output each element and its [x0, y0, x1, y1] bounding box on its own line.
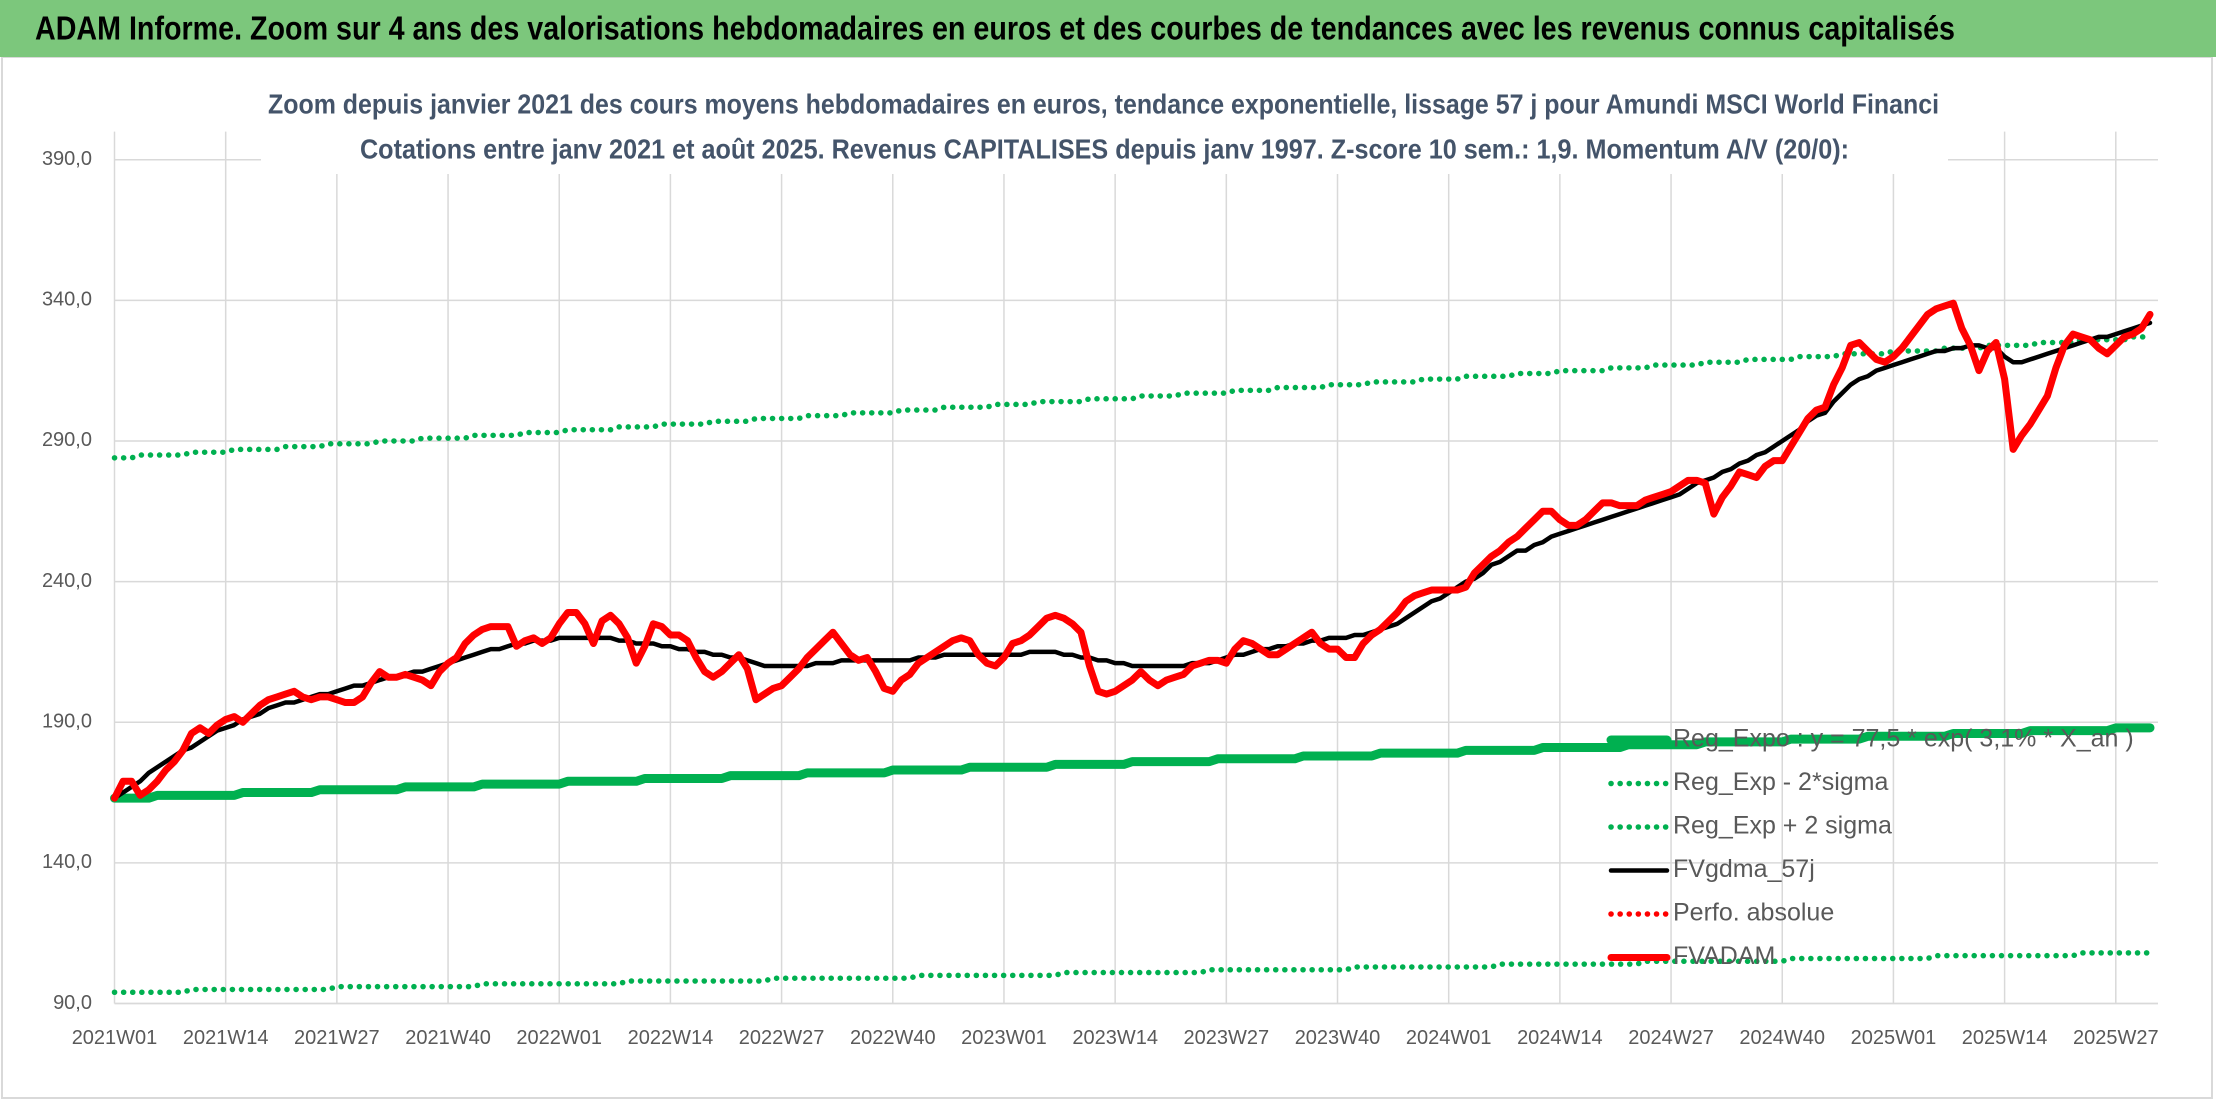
- y-tick-label: 290,0: [42, 429, 92, 451]
- legend-label: Perfo. absolue: [1673, 899, 1834, 927]
- x-tick-label: 2025W14: [1962, 1027, 2048, 1049]
- x-tick-label: 2021W40: [405, 1027, 491, 1049]
- x-tick-label: 2024W27: [1628, 1027, 1714, 1049]
- x-tick-label: 2023W14: [1072, 1027, 1158, 1049]
- plot: [110, 299, 2155, 995]
- x-tick-label: 2021W27: [294, 1027, 380, 1049]
- y-tick-label: 90,0: [53, 992, 92, 1014]
- chart-title: ADAM Informe. Zoom sur 4 ans des valoris…: [35, 10, 1955, 47]
- chart-subtitle: Cotations entre janv 2021 et août 2025. …: [360, 133, 1849, 164]
- x-tick-label: 2022W40: [850, 1027, 936, 1049]
- legend-label: Reg_Exp - 2*sigma: [1673, 768, 1888, 796]
- legend-label: Reg_Expo : y = 77,5 * exp( 3,1% * X_an ): [1673, 725, 2134, 753]
- x-tick-label: 2022W01: [516, 1027, 602, 1049]
- subtitle-box: [261, 84, 1948, 174]
- y-tick-label: 240,0: [42, 570, 92, 592]
- x-tick-label: 2023W27: [1184, 1027, 1270, 1049]
- x-tick-label: 2023W40: [1295, 1027, 1381, 1049]
- grid: 90,0 140,0 190,0 240,0 290,0 340,0 390,0 2021W0…: [42, 131, 2159, 1049]
- legend: Reg_Expo : y = 77,5 * exp( 3,1% * X_an )…: [1606, 725, 2134, 970]
- title-bar: [0, 0, 2216, 57]
- x-tick-label: 2024W40: [1739, 1027, 1825, 1049]
- x-tick-label: 2024W14: [1517, 1027, 1603, 1049]
- series-line: [111, 950, 2153, 995]
- x-tick-label: 2023W01: [961, 1027, 1047, 1049]
- series-line: [111, 299, 2154, 802]
- x-tick-label: 2022W27: [739, 1027, 825, 1049]
- legend-label: FVADAM: [1673, 942, 1775, 970]
- y-tick-label: 190,0: [42, 711, 92, 733]
- series-line: [111, 334, 2153, 461]
- x-tick-label: 2021W14: [183, 1027, 269, 1049]
- x-tick-label: 2024W01: [1406, 1027, 1492, 1049]
- legend-label: FVgdma_57j: [1673, 855, 1815, 883]
- chart-subtitle: Zoom depuis janvier 2021 des cours moyen…: [268, 88, 1939, 119]
- y-tick-label: 340,0: [42, 289, 92, 311]
- series-line: [110, 723, 2155, 803]
- x-tick-label: 2025W27: [2073, 1027, 2159, 1049]
- y-tick-label: 140,0: [42, 851, 92, 873]
- y-tick-label: 390,0: [42, 148, 92, 170]
- legend-label: Reg_Exp + 2 sigma: [1673, 812, 1892, 840]
- x-tick-label: 2025W01: [1851, 1027, 1937, 1049]
- x-tick-label: 2022W14: [628, 1027, 714, 1049]
- x-tick-label: 2021W01: [72, 1027, 158, 1049]
